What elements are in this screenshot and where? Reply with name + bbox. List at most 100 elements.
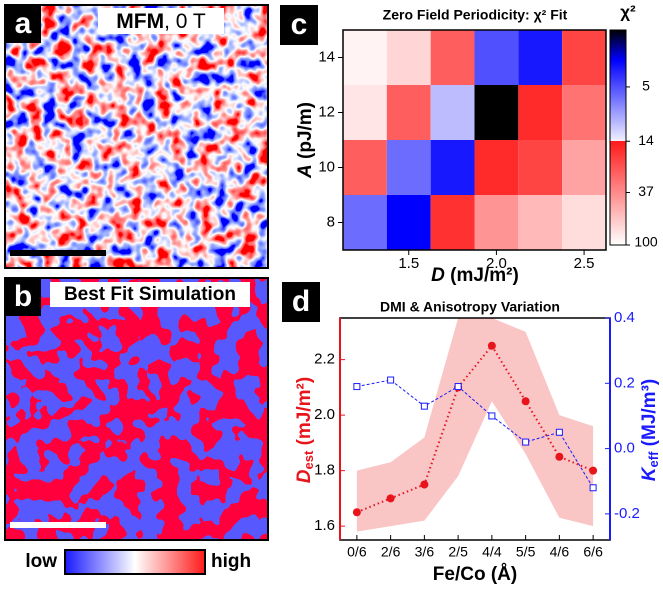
heatmap-cell	[431, 140, 475, 195]
heatmap-cell	[431, 30, 475, 85]
panel-label: c	[291, 8, 308, 41]
heatmap-cell	[562, 85, 606, 140]
colorbar-tick-label: 5	[642, 78, 650, 94]
chart-title: DMI & Anisotropy Variation	[380, 299, 560, 315]
simulation-image	[5, 278, 268, 540]
heatmap-cell	[518, 85, 562, 140]
caption: Best Fit Simulation	[64, 284, 236, 305]
heatmap-cell	[475, 85, 519, 140]
y2-tick-label: 0.4	[614, 309, 635, 326]
x-axis-label: Fe/Co (Å)	[433, 564, 517, 585]
heatmap-cell	[343, 140, 387, 195]
marker	[354, 384, 360, 390]
x-tick-label: 3/6	[415, 544, 435, 560]
label-part: D	[294, 469, 315, 483]
colorbar-title: χ²	[620, 2, 636, 21]
x-tick-label: 5/5	[516, 544, 536, 560]
x-tick-label: 2/5	[448, 544, 468, 560]
colorbar-tick-label: 100	[634, 234, 658, 250]
panel-label: a	[15, 7, 32, 40]
heatmap-cell	[387, 195, 431, 250]
heatmap-cell	[387, 85, 431, 140]
marker	[353, 508, 361, 516]
label-part: eff	[646, 451, 661, 468]
heatmap-cell	[562, 195, 606, 250]
heatmap-cell	[343, 30, 387, 85]
y-tick-label: 1.8	[314, 462, 335, 479]
marker	[488, 342, 496, 350]
panel-label: b	[14, 280, 32, 313]
marker	[556, 429, 562, 435]
heatmap-cell	[562, 140, 606, 195]
colorbar	[610, 30, 626, 245]
scale-bar	[10, 522, 106, 528]
heatmap-cell	[387, 140, 431, 195]
heatmap-cell	[518, 140, 562, 195]
caption-bold: MFM	[116, 10, 164, 33]
marker	[589, 467, 597, 475]
mfm-image	[5, 5, 268, 268]
y-label-part: (pJ/m)	[295, 102, 316, 164]
scale-bar	[10, 250, 106, 256]
y-tick-label: 14	[318, 48, 335, 65]
x-tick-label: 4/6	[550, 544, 570, 560]
x-axis-label: D (mJ/m²)	[431, 265, 519, 286]
x-tick-label: 1.5	[398, 255, 419, 272]
y-tick-label: 2.2	[314, 351, 335, 368]
y2-tick-label: 0.0	[614, 440, 635, 457]
x-tick-label: 6/6	[583, 544, 603, 560]
colorbar-tick-label: 37	[638, 183, 654, 199]
marker	[421, 403, 427, 409]
y-axis-label: A (pJ/m)	[295, 102, 316, 179]
y2-tick-label: -0.2	[614, 505, 640, 522]
heatmap-cell	[518, 195, 562, 250]
caption: MFM, 0 T	[116, 10, 206, 33]
heatmap-cell	[343, 195, 387, 250]
y-tick-label: 12	[318, 103, 335, 120]
marker	[387, 494, 395, 502]
chart-title: Zero Field Periodicity: χ² Fit	[383, 7, 568, 23]
label-part: (mJ/m²)	[294, 377, 315, 451]
x-tick-label: 0/6	[347, 544, 367, 560]
x-label-part: D	[431, 265, 445, 286]
heatmap-cell	[475, 140, 519, 195]
marker	[555, 453, 563, 461]
heatmap-cell	[562, 30, 606, 85]
marker	[420, 481, 428, 489]
y-tick-label: 2.0	[314, 406, 335, 423]
plot-area	[353, 318, 597, 532]
marker	[455, 384, 461, 390]
marker	[590, 485, 596, 491]
heatmap-cell	[431, 85, 475, 140]
label-part: (MJ/m³)	[639, 379, 660, 452]
heatmap-cell	[343, 85, 387, 140]
y-tick-label: 10	[318, 158, 335, 175]
marker	[489, 413, 495, 419]
y-tick-label: 8	[327, 213, 335, 230]
color-scale	[65, 550, 205, 574]
x-tick-label: 2.5	[574, 255, 595, 272]
y-label: Dest (mJ/m²)	[294, 377, 316, 483]
x-tick-label: 2/6	[381, 544, 401, 560]
marker	[388, 377, 394, 383]
panel-label: d	[292, 285, 310, 318]
marker	[522, 397, 530, 405]
heatmap-cell	[475, 195, 519, 250]
heatmap-cell	[431, 195, 475, 250]
marker	[523, 439, 529, 445]
heatmap-cell	[518, 30, 562, 85]
heatmap-cell	[387, 30, 431, 85]
y2-tick-label: 0.2	[614, 374, 635, 391]
scale-low: low	[25, 551, 57, 572]
label-part: est	[301, 450, 316, 469]
y-label-part: A	[295, 164, 316, 179]
x-tick-label: 4/4	[482, 544, 502, 560]
x-label-part: (mJ/m²)	[445, 265, 519, 286]
caption-rest: , 0 T	[164, 10, 206, 33]
heatmap-cell	[475, 30, 519, 85]
colorbar-tick-label: 14	[638, 132, 654, 148]
scale-high: high	[211, 551, 251, 572]
y2-label: Keff (MJ/m³)	[639, 379, 661, 481]
y-tick-label: 1.6	[314, 517, 335, 534]
